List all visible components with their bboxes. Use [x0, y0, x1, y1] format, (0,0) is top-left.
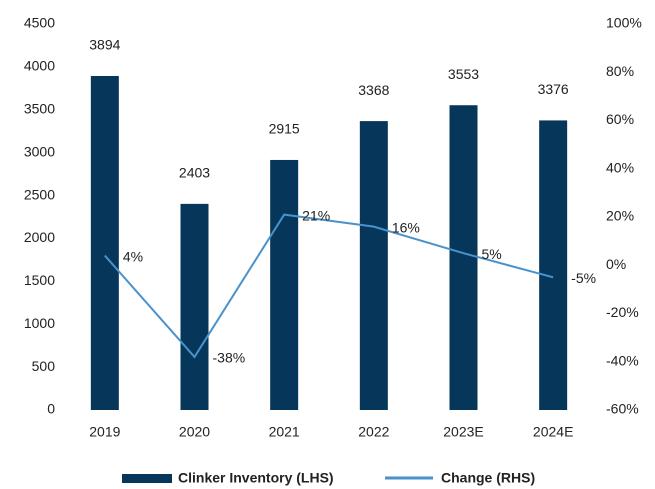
y2-tick-label: 100% [606, 15, 642, 31]
y-tick-label: 4000 [24, 58, 55, 74]
bar [359, 121, 388, 411]
legend-swatch [122, 474, 172, 483]
y2-tick-label: -40% [606, 352, 639, 368]
y-tick-label: 3000 [24, 143, 55, 159]
x-tick-label: 2023E [443, 424, 483, 440]
x-tick-label: 2019 [89, 424, 120, 440]
y-tick-label: 4500 [24, 15, 55, 31]
y2-tick-label: 0% [606, 256, 626, 272]
y-tick-label: 2000 [24, 229, 55, 245]
y-tick-label: 500 [32, 358, 56, 374]
y2-tick-label: 80% [606, 63, 634, 79]
bar-label: 3368 [358, 82, 389, 98]
line-label: 5% [482, 246, 502, 262]
bar [90, 75, 119, 411]
bar [539, 120, 568, 411]
legend-label: Clinker Inventory (LHS) [178, 470, 334, 486]
line-label: 21% [302, 207, 330, 223]
y2-tick-label: 40% [606, 159, 634, 175]
line-label: 16% [392, 219, 420, 235]
line-label: -38% [213, 350, 246, 366]
line-label: -5% [571, 270, 596, 286]
x-tick-label: 2020 [179, 424, 210, 440]
y-tick-label: 1500 [24, 272, 55, 288]
line-label: 4% [123, 248, 143, 264]
x-tick-label: 2022 [358, 424, 389, 440]
x-tick-label: 2021 [269, 424, 300, 440]
x-tick-label: 2024E [533, 424, 573, 440]
bar [180, 203, 209, 410]
y-tick-label: 3500 [24, 100, 55, 116]
bar-label: 2915 [269, 121, 300, 137]
bar [270, 159, 299, 410]
bar-label: 3553 [448, 66, 479, 82]
bar [449, 105, 478, 410]
y-tick-label: 0 [47, 401, 55, 417]
bar-label: 3894 [89, 37, 120, 53]
line [104, 213, 554, 359]
y2-tick-label: 60% [606, 111, 634, 127]
y2-tick-label: 20% [606, 208, 634, 224]
bar-label: 3376 [538, 81, 569, 97]
legend-label: Change (RHS) [441, 470, 535, 486]
y-tick-label: 2500 [24, 186, 55, 202]
y2-tick-label: -20% [606, 304, 639, 320]
y2-tick-label: -60% [606, 401, 639, 417]
bar-label: 2403 [179, 165, 210, 181]
y-tick-label: 1000 [24, 315, 55, 331]
